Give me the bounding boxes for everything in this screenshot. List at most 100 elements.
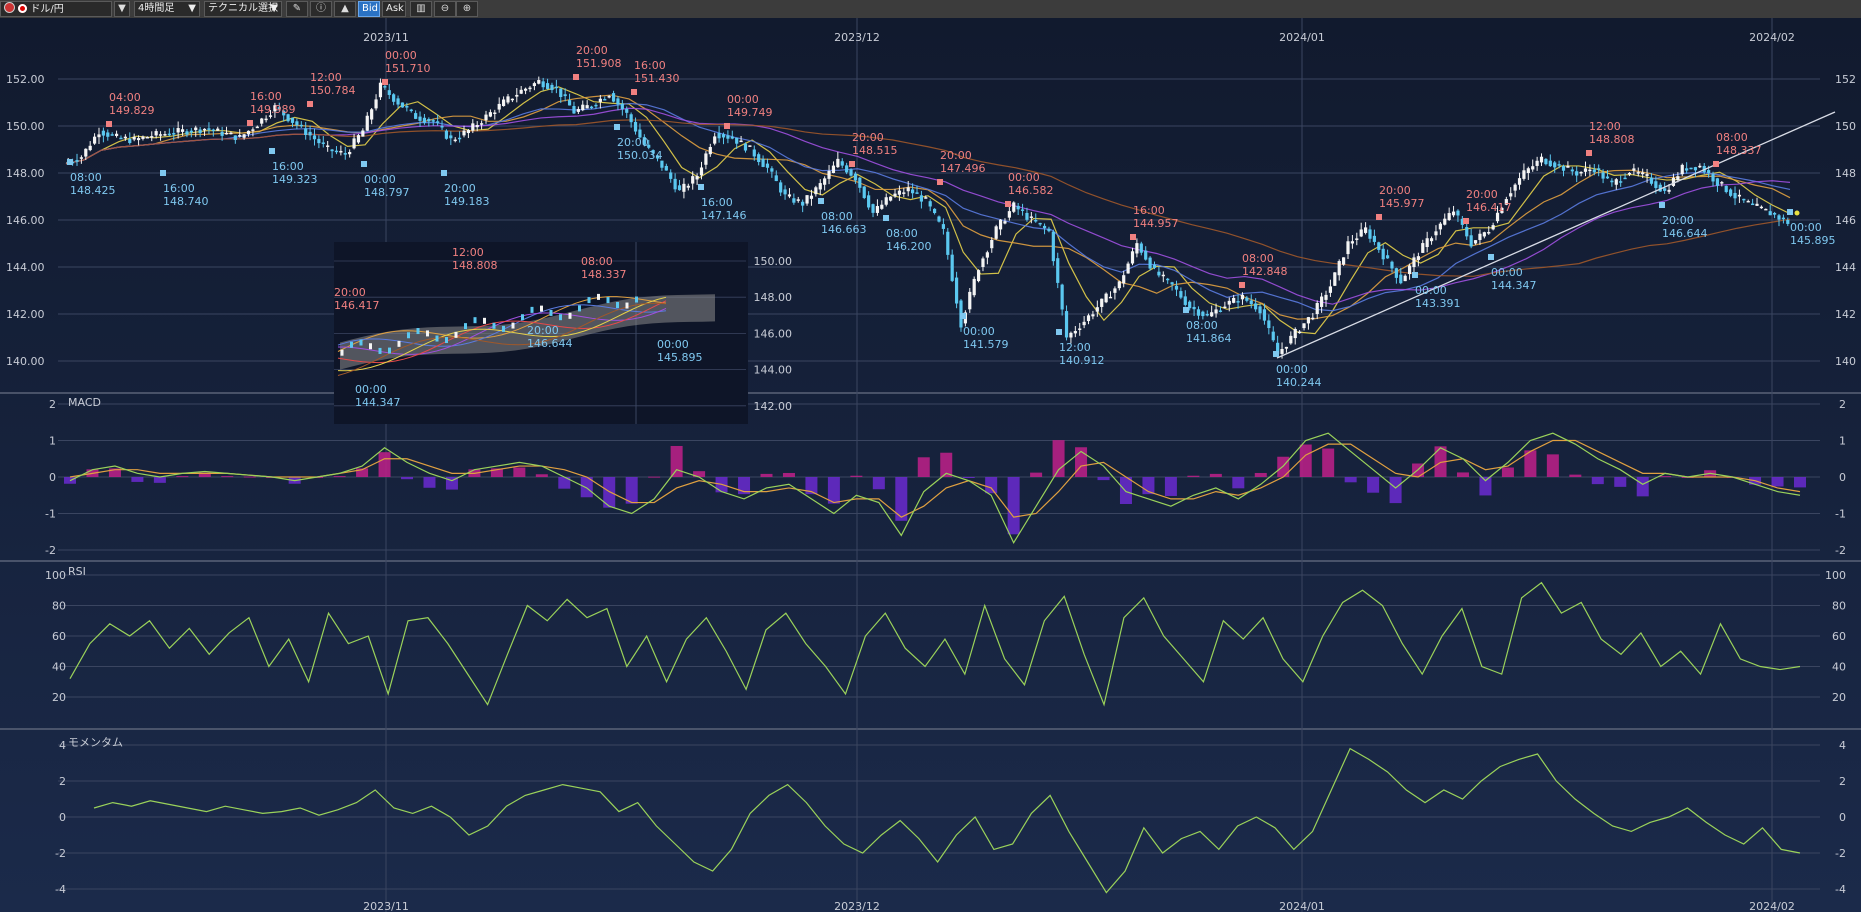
candle-body bbox=[1245, 297, 1249, 301]
macd-tick-label: 1 bbox=[49, 435, 56, 448]
candle-body bbox=[1465, 227, 1469, 237]
high-time-label: 20:00 bbox=[852, 131, 884, 144]
candle-body bbox=[1311, 317, 1315, 320]
macd-histogram-bar bbox=[603, 477, 616, 508]
y-axis-tick-label-right: 150 bbox=[1835, 120, 1856, 133]
low-marker bbox=[1273, 351, 1279, 357]
y-axis-tick-label-right: 142 bbox=[1835, 308, 1856, 321]
candle-body bbox=[1592, 169, 1596, 173]
rsi-tick-label-right: 100 bbox=[1825, 569, 1846, 582]
candle-body bbox=[123, 136, 127, 139]
info-button[interactable]: ⓘ bbox=[310, 1, 332, 17]
low-price-label: 145.895 bbox=[1790, 234, 1836, 247]
currency-pair-label: ドル/円 bbox=[30, 4, 64, 15]
candle-body bbox=[954, 277, 959, 304]
candle-body bbox=[1601, 172, 1605, 179]
bid-toggle[interactable]: Bid bbox=[358, 1, 380, 17]
candle-body bbox=[1139, 243, 1143, 253]
draw-tool-button[interactable]: ✎ bbox=[286, 1, 308, 17]
high-marker bbox=[1713, 161, 1719, 167]
macd-tick-label-right: -1 bbox=[1835, 508, 1846, 521]
candle-body bbox=[163, 134, 167, 136]
chart-style-button[interactable]: ▥ bbox=[410, 1, 432, 17]
candle-body bbox=[1174, 285, 1179, 290]
candle-body bbox=[1315, 303, 1319, 314]
timeframe-select[interactable]: 4時間足 ▼ bbox=[134, 1, 200, 17]
candle-body bbox=[994, 226, 998, 239]
candle-body bbox=[1135, 243, 1139, 254]
candle-body bbox=[356, 135, 361, 143]
candle-body bbox=[501, 99, 506, 107]
candle-body bbox=[1447, 213, 1451, 220]
inset-candle-body bbox=[350, 341, 353, 348]
high-marker bbox=[724, 123, 730, 129]
zoom-in-button[interactable]: ⊕ bbox=[456, 1, 478, 17]
zoom-out-button[interactable]: ⊖ bbox=[434, 1, 456, 17]
low-price-label: 147.146 bbox=[701, 209, 747, 222]
low-marker bbox=[614, 124, 620, 130]
candle-body bbox=[1091, 314, 1095, 317]
macd-histogram-bar bbox=[1659, 476, 1672, 478]
candle-body bbox=[119, 137, 123, 140]
candle-body bbox=[1478, 233, 1482, 240]
low-marker bbox=[960, 313, 966, 319]
y-axis-tick-label-right: 146 bbox=[1835, 214, 1856, 227]
macd-histogram-bar bbox=[1209, 473, 1222, 477]
high-price-label: 148.337 bbox=[1716, 144, 1762, 157]
macd-histogram-bar bbox=[401, 477, 414, 480]
rsi-tick-label-right: 20 bbox=[1832, 691, 1846, 704]
ask-toggle[interactable]: Ask bbox=[382, 1, 406, 17]
candle-body bbox=[1328, 286, 1333, 293]
candle-body bbox=[519, 89, 523, 94]
macd-histogram-bar bbox=[917, 457, 930, 477]
candle-body bbox=[1751, 203, 1755, 206]
candle-body bbox=[466, 129, 471, 134]
candle-body bbox=[563, 94, 567, 97]
candle-body bbox=[101, 130, 105, 136]
candle-body bbox=[1007, 211, 1011, 218]
candle-body bbox=[510, 98, 514, 101]
chart-type-button[interactable]: ▲ bbox=[334, 1, 356, 17]
candle-body bbox=[1205, 314, 1209, 316]
candle-body bbox=[532, 83, 536, 87]
macd-histogram-bar bbox=[1052, 440, 1065, 477]
x-axis-label-bottom: 2023/11 bbox=[363, 900, 409, 912]
currency-pair-select[interactable]: ドル/円 bbox=[0, 1, 112, 17]
candle-body bbox=[1438, 223, 1442, 230]
low-price-label: 141.579 bbox=[963, 338, 1009, 351]
low-time-label: 00:00 bbox=[1415, 284, 1447, 297]
technical-select[interactable]: テクニカル選択 ▼ bbox=[204, 1, 282, 17]
candle-body bbox=[567, 100, 572, 106]
chevron-down-icon: ▼ bbox=[118, 3, 126, 14]
candle-body bbox=[1781, 217, 1786, 220]
candle-body bbox=[1645, 174, 1649, 176]
candle-body bbox=[1482, 232, 1486, 237]
candle-body bbox=[383, 86, 387, 88]
macd-histogram-bar bbox=[1524, 450, 1537, 477]
low-price-label: 148.797 bbox=[364, 186, 410, 199]
candle-body bbox=[911, 189, 915, 194]
candle-body bbox=[1777, 215, 1781, 220]
candle-body bbox=[932, 208, 937, 214]
high-time-label: 16:00 bbox=[1133, 204, 1165, 217]
candle-body bbox=[713, 136, 717, 144]
candle-body bbox=[114, 133, 119, 136]
candle-body bbox=[1742, 198, 1746, 201]
candle-body bbox=[392, 94, 396, 102]
high-price-label: 149.989 bbox=[250, 103, 296, 116]
candle-body bbox=[202, 128, 207, 131]
low-time-label: 16:00 bbox=[272, 160, 304, 173]
candle-body bbox=[748, 145, 752, 147]
inset-y-tick-label: 146.00 bbox=[754, 327, 793, 340]
candle-body bbox=[1302, 323, 1306, 329]
chart-area[interactable]: 04:00149.82916:00149.98912:00150.78400:0… bbox=[0, 18, 1861, 912]
candle-body bbox=[1786, 220, 1790, 224]
pair-dropdown-button[interactable]: ▼ bbox=[114, 1, 130, 17]
inset-candle-body bbox=[587, 297, 591, 304]
candle-body bbox=[1597, 168, 1601, 170]
candle-body bbox=[268, 115, 273, 117]
candle-body bbox=[1042, 225, 1047, 229]
candle-body bbox=[1715, 178, 1720, 186]
macd-histogram-bar bbox=[356, 468, 369, 477]
candle-body bbox=[550, 84, 554, 91]
